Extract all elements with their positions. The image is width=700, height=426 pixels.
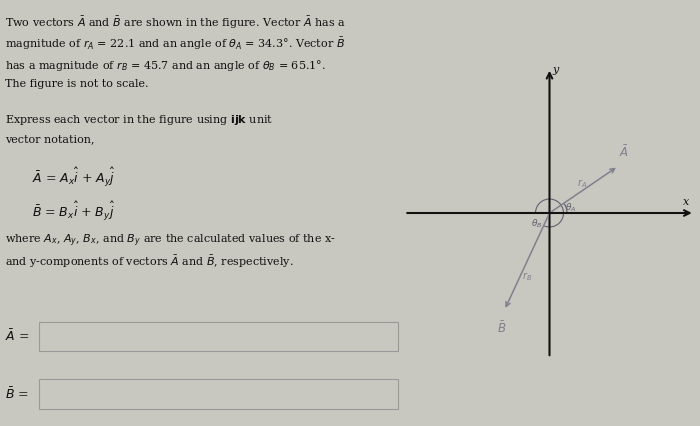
Text: $\bar{B}$ = $B_x\hat{i}$ + $B_y\hat{j}$: $\bar{B}$ = $B_x\hat{i}$ + $B_y\hat{j}$	[32, 200, 116, 223]
Text: $\theta_B$: $\theta_B$	[531, 218, 542, 230]
Text: and y-components of vectors $\bar{A}$ and $\bar{B}$, respectively.: and y-components of vectors $\bar{A}$ an…	[5, 253, 293, 270]
Text: $\bar{A}$: $\bar{A}$	[619, 144, 629, 160]
Text: $\bar{A}$ =: $\bar{A}$ =	[5, 329, 29, 344]
Bar	[38, 322, 398, 351]
Text: where $A_x$, $A_y$, $B_x$, and $B_y$ are the calculated values of the x-: where $A_x$, $A_y$, $B_x$, and $B_y$ are…	[5, 232, 335, 248]
Text: The figure is not to scale.: The figure is not to scale.	[5, 79, 148, 89]
Text: $\bar{B}$ =: $\bar{B}$ =	[5, 386, 29, 402]
Text: Two vectors $\bar{A}$ and $\bar{B}$ are shown in the figure. Vector $\bar{A}$ ha: Two vectors $\bar{A}$ and $\bar{B}$ are …	[5, 15, 346, 31]
Text: Express each vector in the figure using $\mathbf{ijk}$ unit: Express each vector in the figure using …	[5, 113, 273, 127]
Text: magnitude of $r_A$ = 22.1 and an angle of $\theta_A$ = 34.3°. Vector $\bar{B}$: magnitude of $r_A$ = 22.1 and an angle o…	[5, 36, 345, 52]
Text: $r_A$: $r_A$	[577, 177, 587, 190]
Text: $\theta_A$: $\theta_A$	[566, 202, 577, 214]
Text: y: y	[553, 65, 559, 75]
Text: vector notation,: vector notation,	[5, 134, 95, 144]
Text: x: x	[683, 197, 689, 207]
Bar	[38, 379, 398, 409]
Text: $\bar{B}$: $\bar{B}$	[497, 320, 506, 336]
Text: has a magnitude of $r_B$ = 45.7 and an angle of $\theta_B$ = 65.1°.: has a magnitude of $r_B$ = 45.7 and an a…	[5, 58, 326, 72]
Text: $\bar{A}$ = $A_x\hat{i}$ + $A_y\hat{j}$: $\bar{A}$ = $A_x\hat{i}$ + $A_y\hat{j}$	[32, 166, 116, 189]
Text: $r_B$: $r_B$	[522, 270, 533, 282]
